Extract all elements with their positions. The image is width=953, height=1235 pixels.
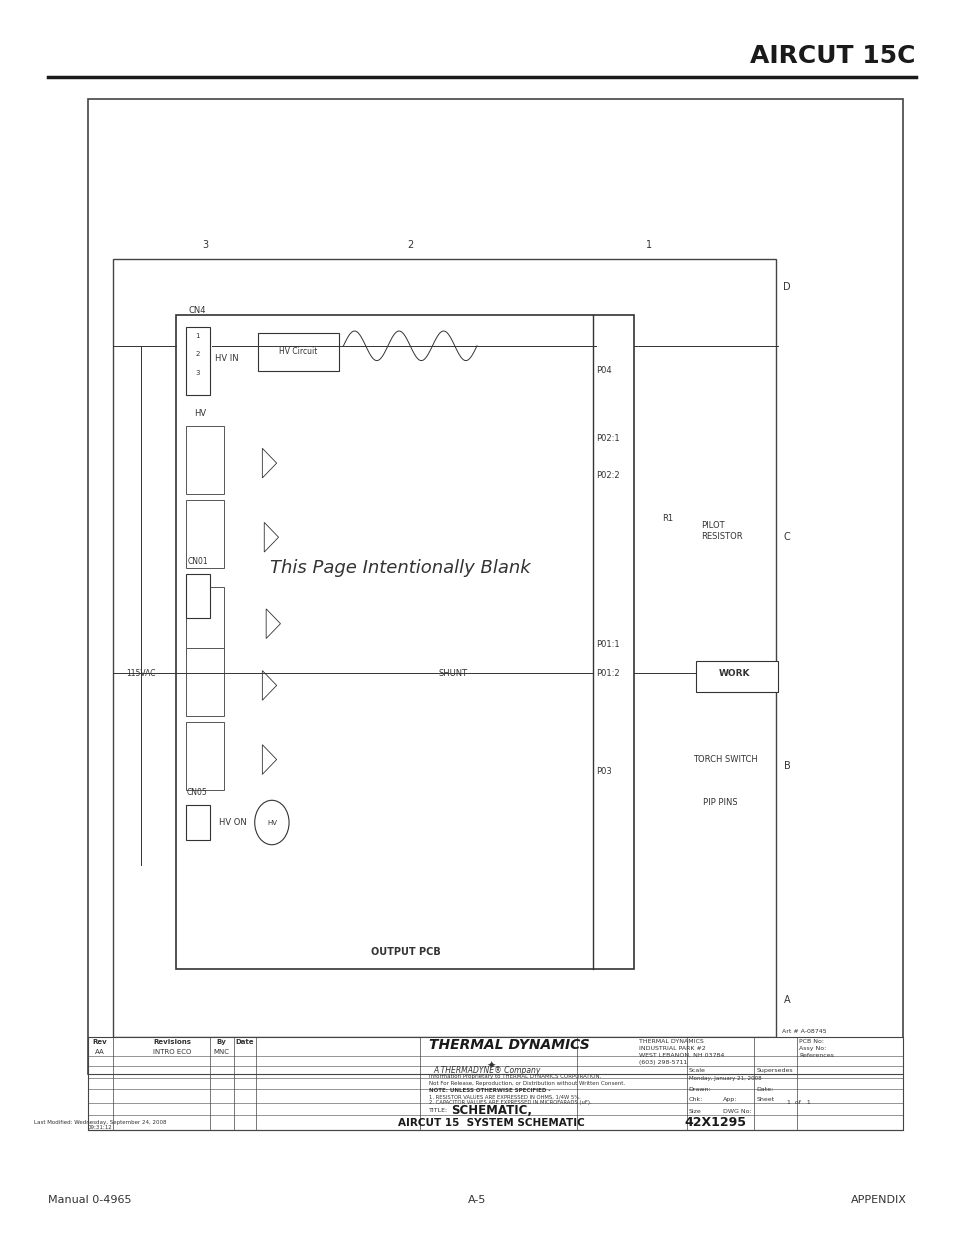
Text: 115VAC: 115VAC [127,668,155,678]
Text: SHUNT: SHUNT [438,668,467,678]
Text: 1: 1 [645,240,651,249]
Text: INDUSTRIAL PARK #2: INDUSTRIAL PARK #2 [639,1046,705,1051]
Bar [186,722,224,790]
Bar [88,99,902,1074]
Text: NOTE: UNLESS OTHERWISE SPECIFIED -: NOTE: UNLESS OTHERWISE SPECIFIED - [429,1088,550,1093]
Text: A THERMADYNE® Company: A THERMADYNE® Company [433,1066,540,1076]
Text: Date:: Date: [756,1087,773,1092]
Text: 2: 2 [407,240,413,249]
Text: B: B [782,761,790,771]
Text: C: C [782,532,790,542]
Text: THERMAL DYNAMICS: THERMAL DYNAMICS [639,1039,703,1045]
Text: P04: P04 [596,366,611,375]
Text: HV: HV [267,820,276,825]
Text: APPENDIX: APPENDIX [849,1195,905,1205]
Text: SCHEMATIC,: SCHEMATIC, [451,1104,531,1116]
Text: By: By [216,1039,226,1045]
Text: 1: 1 [195,333,199,338]
Text: A-5: A-5 [467,1195,486,1205]
Text: Drawn:: Drawn: [688,1087,711,1092]
Text: WEST LEBANON, NH 03784: WEST LEBANON, NH 03784 [639,1052,723,1058]
Text: Monday, January 21, 2008: Monday, January 21, 2008 [688,1076,760,1081]
Text: D: D [782,282,790,291]
Text: 2. CAPACITOR VALUES ARE EXPRESSED IN MICROFARADS (uF).: 2. CAPACITOR VALUES ARE EXPRESSED IN MIC… [429,1100,591,1105]
Text: Art # A-08745: Art # A-08745 [781,1029,826,1034]
Text: 1  of   1: 1 of 1 [786,1100,810,1105]
Text: P03: P03 [596,767,612,777]
Text: PILOT
RESISTOR: PILOT RESISTOR [700,521,742,541]
Bar [112,259,775,1037]
Text: Chk:: Chk: [688,1097,702,1102]
Bar [186,805,210,840]
Bar [696,661,777,692]
Text: P02:2: P02:2 [596,471,619,480]
Bar [186,426,224,494]
Text: (603) 298-5711: (603) 298-5711 [639,1060,687,1065]
Text: A: A [783,995,789,1005]
Text: Assy No:: Assy No: [799,1046,826,1051]
Text: 2: 2 [195,352,199,357]
Text: Revisions: Revisions [153,1039,192,1045]
Text: R1: R1 [661,514,673,524]
Text: HV ON: HV ON [219,818,247,827]
Text: PCB No:: PCB No: [799,1039,823,1045]
Text: P02:1: P02:1 [596,433,619,443]
Text: TORCH SWITCH: TORCH SWITCH [692,755,757,764]
Text: CN05: CN05 [187,788,208,797]
Bar [186,587,224,655]
Text: AIRCUT 15C: AIRCUT 15C [750,43,915,68]
Text: Supersedes: Supersedes [756,1068,792,1073]
Text: Rev: Rev [92,1039,108,1045]
Text: PIP PINS: PIP PINS [702,798,737,808]
Text: WORK: WORK [718,668,750,678]
Text: Manual 0-4965: Manual 0-4965 [48,1195,132,1205]
Text: DWG No:: DWG No: [722,1109,751,1114]
Text: HV IN: HV IN [214,353,238,363]
Text: This Page Intentionally Blank: This Page Intentionally Blank [270,559,531,577]
Text: HV: HV [194,409,206,419]
Text: P01:1: P01:1 [596,640,619,650]
Text: References: References [799,1053,834,1058]
Text: 3: 3 [195,370,199,375]
Text: Size: Size [688,1109,700,1114]
Text: CN4: CN4 [189,306,206,315]
Text: 3: 3 [202,240,208,249]
Bar [186,327,210,395]
Text: MNC: MNC [213,1050,229,1055]
Text: Sheet: Sheet [756,1097,774,1102]
Text: 42X1295: 42X1295 [684,1116,745,1129]
Bar [186,574,210,618]
Text: Not For Release, Reproduction, or Distribution without Written Consent.: Not For Release, Reproduction, or Distri… [429,1081,625,1086]
Text: Date: Date [234,1039,253,1045]
Text: ✦: ✦ [486,1061,496,1071]
Bar [186,648,224,716]
Text: 09:31:12: 09:31:12 [88,1125,112,1130]
Text: AA: AA [95,1050,105,1055]
Text: THERMAL DYNAMICS: THERMAL DYNAMICS [429,1037,590,1052]
Text: App:: App: [722,1097,737,1102]
Text: CN01: CN01 [187,557,208,566]
Bar [186,500,224,568]
Text: INTRO ECO: INTRO ECO [153,1050,192,1055]
Bar [176,315,634,969]
Text: P01:2: P01:2 [596,668,619,678]
Text: OUTPUT PCB: OUTPUT PCB [370,947,440,957]
Bar [88,1037,902,1130]
Text: TITLE:: TITLE: [429,1108,448,1113]
Text: AIRCUT 15  SYSTEM SCHEMATIC: AIRCUT 15 SYSTEM SCHEMATIC [397,1118,584,1128]
Text: 1. RESISTOR VALUES ARE EXPRESSED IN OHMS, 1/4W 5%.: 1. RESISTOR VALUES ARE EXPRESSED IN OHMS… [429,1094,580,1099]
Bar [257,333,338,370]
Text: HV Circuit: HV Circuit [278,347,317,357]
Text: Scale: Scale [688,1068,705,1073]
Text: Information Proprietary to THERMAL DYNAMICS CORPORATION.: Information Proprietary to THERMAL DYNAM… [429,1074,601,1079]
Text: Last Modified: Wednesday, September 24, 2008: Last Modified: Wednesday, September 24, … [34,1120,166,1125]
